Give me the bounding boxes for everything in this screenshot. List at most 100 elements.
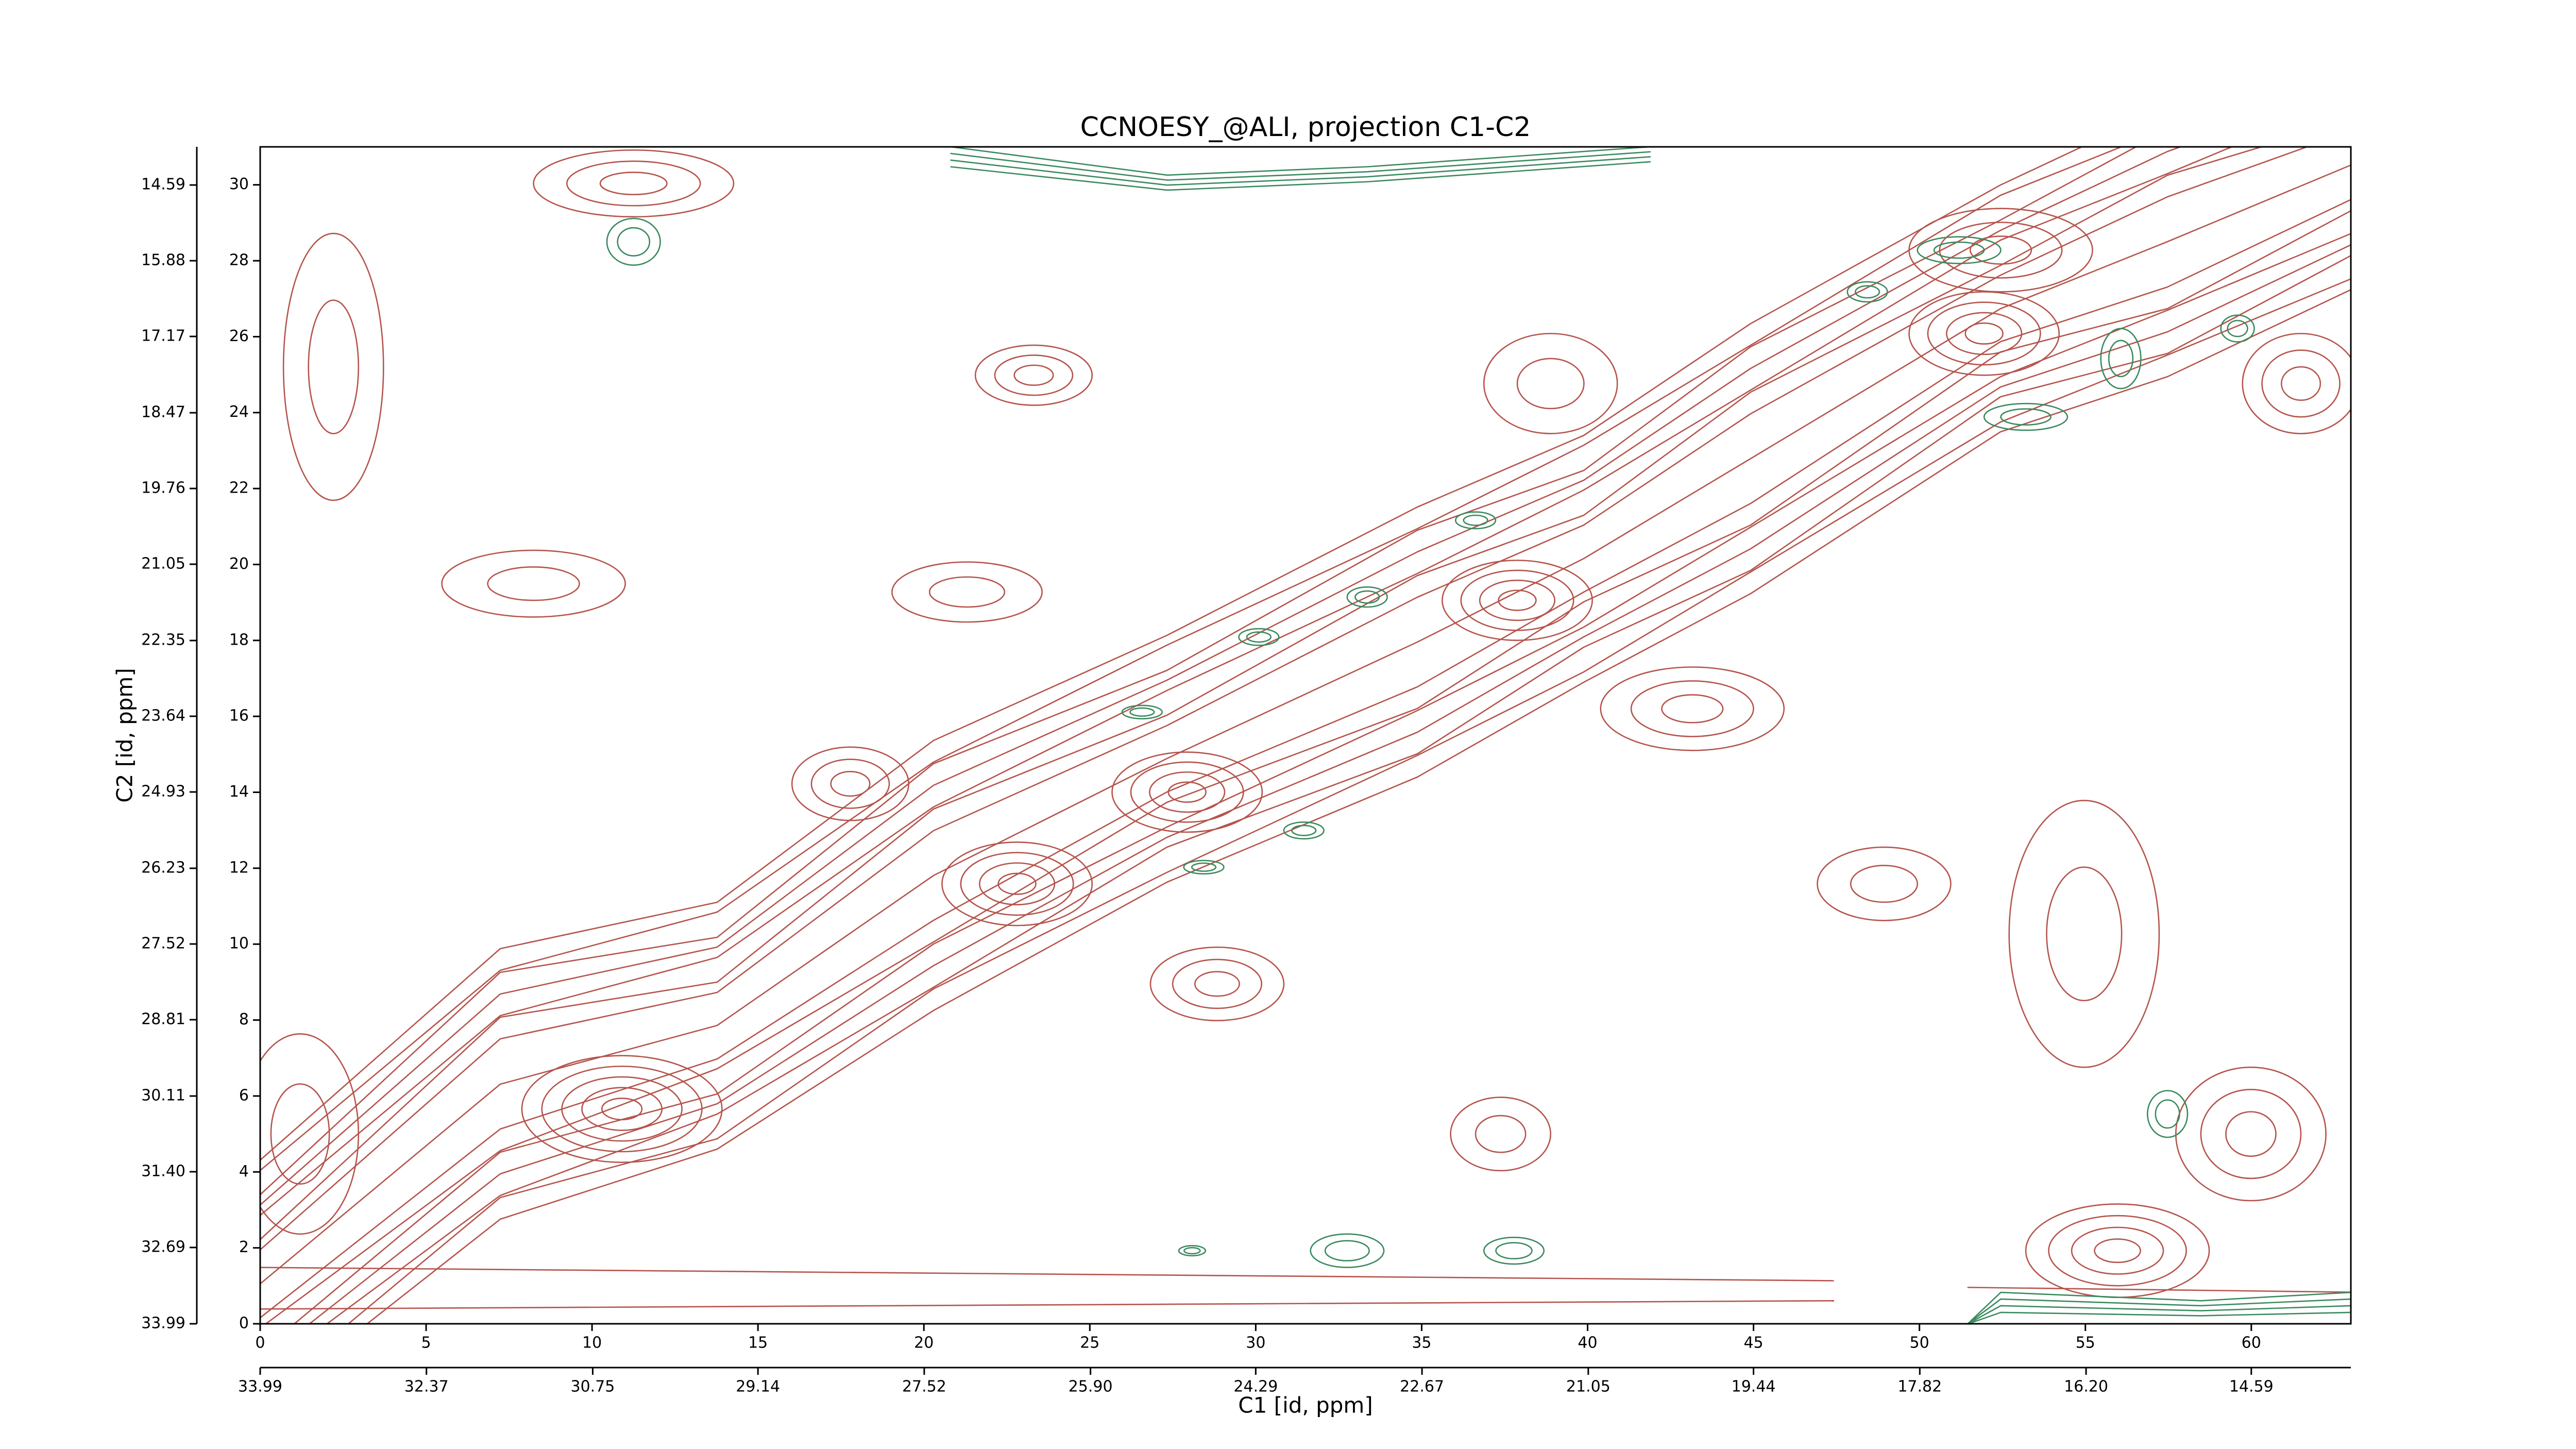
negative-contour [617,227,651,257]
contour-line [566,160,701,207]
contour-line [561,1076,683,1142]
x-tick-label: 60 [2242,1334,2261,1352]
x2-tick-label: 33.99 [238,1378,282,1396]
negative-contour [950,161,1651,191]
negative-contour [1454,511,1497,530]
contour-line [1630,680,1754,737]
negative-contour [1183,1247,1201,1255]
negative-contour [950,151,1651,181]
negative-contour [1967,1311,2351,1324]
negative-contour [1121,704,1163,720]
negative-contour [1183,860,1225,875]
chart-title: CCNOESY_@ALI, projection C1-C2 [1080,112,1531,143]
contour-line [974,344,1093,406]
contour-line [891,561,1043,623]
contour-line [810,759,890,809]
negative-contour [1310,1233,1385,1268]
negative-contour [1483,1236,1545,1265]
negative-contour [1846,281,1888,303]
contour-line [1850,865,1918,903]
contour-line [1442,560,1593,642]
y-tick-label: 14 [229,783,249,801]
negative-contour [1324,1240,1370,1261]
y2-tick-label: 31.40 [141,1162,185,1180]
contour-line [1516,358,1585,410]
y2-tick-label: 28.81 [141,1010,185,1028]
contour-line [2200,1089,2302,1180]
y2-tick-label: 14.59 [141,176,185,194]
y2-tick-label: 32.69 [141,1238,185,1256]
contour-line [260,1267,1834,1282]
contour-line [599,172,668,195]
contour-line [2261,349,2341,418]
y-tick-label: 6 [239,1086,249,1104]
contour-line [2025,1203,2210,1299]
contour-line [2280,366,2321,401]
x2-tick-label: 21.05 [1566,1378,1611,1396]
contour-line [2094,1238,2141,1263]
contour-line [928,576,1006,608]
contour-line [260,164,2351,1285]
y-tick-label: 12 [229,858,249,877]
contour-line [260,147,2083,1161]
contour-line [521,1055,723,1163]
contour-line [1600,666,1785,751]
x-tick-label: 30 [1246,1334,1265,1352]
contour-line [1130,761,1244,823]
x-tick-label: 5 [421,1334,431,1352]
contour-line [441,549,626,618]
contour-line [260,147,2138,1196]
y-tick-label: 24 [229,403,249,421]
negative-contour [2100,328,2142,390]
contour-line [1475,1115,1527,1153]
y-tick-label: 8 [239,1010,249,1029]
y-tick-label: 30 [229,175,249,193]
x2-tick-label: 16.20 [2064,1378,2108,1396]
contour-line [2225,1111,2277,1157]
x-tick-label: 0 [255,1334,265,1352]
negative-contour [1346,586,1388,608]
x2-tick-label: 29.14 [736,1378,780,1396]
contour-line [260,147,2264,1241]
y-tick-label: 16 [229,707,249,725]
x2-tick-label: 32.37 [404,1378,449,1396]
contour-line [264,210,2351,1324]
contour-line [270,1083,330,1185]
y-tick-label: 20 [229,555,249,573]
y2-tick-label: 19.76 [141,479,185,497]
y2-tick-label: 15.88 [141,251,185,269]
contour-plot [260,147,2351,1324]
negative-contour [1463,514,1488,526]
contour-line [2242,332,2351,434]
contour-line [1969,235,2032,265]
y2-tick-label: 17.17 [141,327,185,345]
contour-line [1450,1097,1552,1172]
negative-contour [2108,340,2134,378]
contour-line [1946,312,2023,356]
contour-line [994,355,1074,396]
x2-tick-label: 17.82 [1897,1378,1942,1396]
contour-line [960,852,1074,916]
y2-tick-label: 23.64 [141,706,185,724]
contour-line [1194,971,1240,997]
y-tick-label: 4 [239,1162,249,1181]
contour-line [1967,1287,2351,1293]
y2-tick-label: 26.23 [141,859,185,877]
y2-tick-label: 24.93 [141,782,185,800]
negative-contour [1283,821,1325,840]
contour-line [601,1098,643,1121]
negative-contour [2155,1099,2180,1129]
negative-contour [2220,314,2255,343]
negative-contour [1238,628,1280,646]
contour-line [260,147,2182,1206]
plot-frame [259,146,2352,1325]
negative-contour [2227,319,2248,338]
negative-contour [950,156,1651,186]
x2-tick-label: 24.29 [1233,1378,1278,1396]
contour-line [260,1033,360,1235]
contour-line [1908,291,2060,376]
y-tick-label: 26 [229,327,249,345]
contour-line [1498,589,1537,611]
